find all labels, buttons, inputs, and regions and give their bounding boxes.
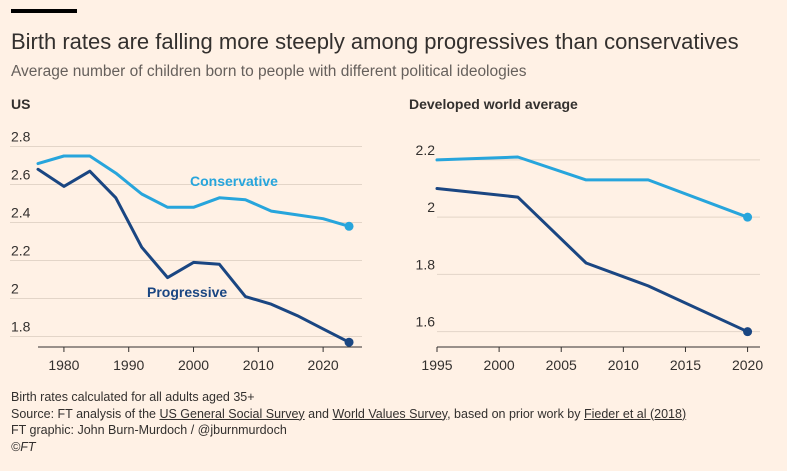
series-line-conservative [36,154,351,228]
source-link-gss[interactable]: US General Social Survey [159,406,305,421]
panel-title-developed: Developed world average [409,96,578,112]
series-line-conservative [435,155,750,219]
series-line-progressive [435,187,750,334]
chart-canvas: 1.8 2 2.2 2.4 2.6 2.8 1980 1990 2000 2010 2020 Cons… [10,129,764,373]
x-tick-label: 2000 [178,357,209,373]
source-prefix: Source: FT analysis of the [11,406,160,421]
x-tick-label: 1990 [113,357,144,373]
y-tick-label: 1.8 [11,319,31,335]
series-label-conservative: Conservative [190,173,278,189]
footer-note: Birth rates calculated for all adults ag… [11,390,255,404]
x-tick-label: 2020 [308,357,339,373]
y-tick-label: 2 [11,281,19,297]
x-tick-label: 2010 [243,357,274,373]
x-tick-label: 2015 [670,357,701,373]
x-tick-label: 2005 [546,357,577,373]
x-tick-label: 1980 [48,357,79,373]
footer-credit: FT graphic: John Burn-Murdoch / @jburnmu… [11,423,287,437]
y-tick-label: 2.8 [11,129,31,145]
source-link-wvs[interactable]: World Values Survey [332,406,448,421]
chart-subtitle: Average number of children born to peopl… [11,63,527,80]
panel-title-us: US [11,96,31,112]
panel-developed: 1.6 1.8 2 2.2 1995 2000 2005 2010 2015 2020 [416,142,764,373]
series-end-point-conservative [743,212,753,222]
y-tick-label: 1.8 [416,256,436,272]
footer-copyright: ©FT [11,439,36,454]
y-tick-label: 1.6 [416,314,436,330]
source-mid: , based on prior work by [447,406,584,421]
footer-source: Source: FT analysis of the US General So… [11,406,686,423]
footer: Birth rates calculated for all adults ag… [11,389,686,455]
y-tick-label: 2.2 [416,142,436,158]
chart-title: Birth rates are falling more steeply amo… [11,29,739,54]
header-rule [11,9,77,13]
series-end-point-progressive [344,337,354,347]
y-tick-label: 2.6 [11,167,31,183]
series-line-progressive [36,167,351,344]
y-tick-label: 2.4 [11,205,31,221]
x-tick-label: 2000 [484,357,515,373]
series-end-point-progressive [743,327,753,337]
y-tick-label: 2 [427,199,435,215]
panel-us: 1.8 2 2.2 2.4 2.6 2.8 1980 1990 2000 2010 2020 Cons… [10,129,362,373]
source-link-fieder[interactable]: Fieder et al (2018) [583,406,687,421]
x-tick-label: 2020 [732,357,763,373]
x-tick-label: 2010 [608,357,639,373]
series-label-progressive: Progressive [147,284,227,300]
series-end-point-conservative [344,221,354,231]
source-and: and [304,406,333,421]
y-tick-label: 2.2 [11,243,31,259]
x-tick-label: 1995 [421,357,452,373]
